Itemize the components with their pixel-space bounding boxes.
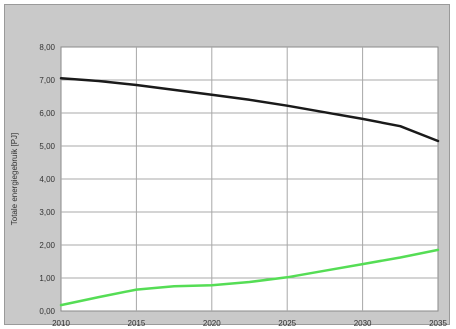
y-tick-label: 3,00	[39, 208, 55, 217]
y-tick-label: 8,00	[39, 43, 55, 52]
x-tick-label: 2015	[128, 319, 146, 326]
x-tick-label: 2010	[52, 319, 70, 326]
series-line-1	[59, 77, 440, 143]
x-tick-label: 2030	[354, 319, 372, 326]
x-tick-labels: 2010 2015 2020 2025 2030 2035	[52, 319, 447, 326]
series-lines	[59, 77, 440, 307]
gridlines	[61, 47, 438, 311]
y-axis-title: Totale energiegebruik [PJ]	[10, 133, 19, 226]
chart-frame: 0,00 1,00 2,00 3,00 4,00 5,00 6,00 7,00 8,00 201…	[4, 4, 450, 326]
series-line-2	[59, 248, 440, 307]
line-chart: 0,00 1,00 2,00 3,00 4,00 5,00 6,00 7,00 8,00 201…	[10, 43, 447, 326]
x-tick-label: 2035	[429, 319, 447, 326]
y-tick-label: 1,00	[39, 274, 55, 283]
y-tick-label: 6,00	[39, 109, 55, 118]
y-tick-labels: 0,00 1,00 2,00 3,00 4,00 5,00 6,00 7,00 8,00	[39, 43, 55, 316]
y-tick-label: 0,00	[39, 307, 55, 316]
y-tick-label: 2,00	[39, 241, 55, 250]
x-tick-label: 2020	[203, 319, 221, 326]
y-tick-label: 5,00	[39, 142, 55, 151]
x-tick-label: 2025	[278, 319, 296, 326]
y-tick-label: 7,00	[39, 76, 55, 85]
y-tick-label: 4,00	[39, 175, 55, 184]
